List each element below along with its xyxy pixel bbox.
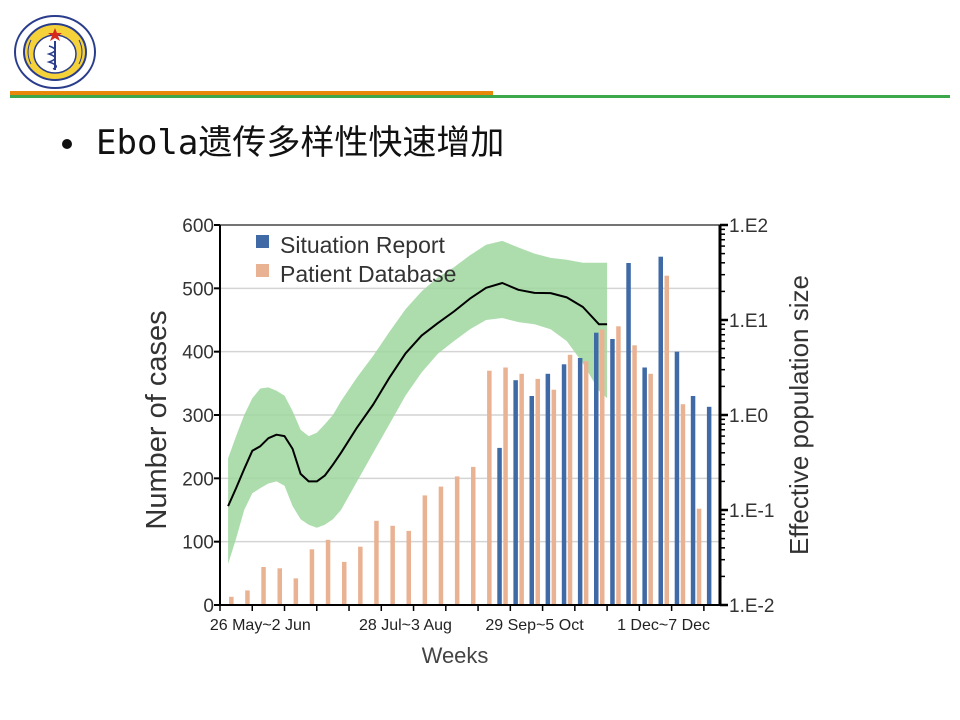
bar-patient-database	[503, 367, 508, 605]
bar-patient-database	[454, 476, 460, 605]
legend-label: Patient Database	[280, 261, 456, 287]
bar-situation-report	[529, 396, 534, 605]
bar-situation-report	[561, 364, 567, 605]
slide-title: Ebola遗传多样性快速增加	[96, 123, 505, 163]
bullet-point	[62, 139, 72, 149]
bar-patient-database	[342, 561, 347, 605]
bar-situation-report	[497, 447, 502, 605]
bar-situation-report	[545, 373, 551, 605]
bar-patient-database	[261, 567, 266, 605]
bar-patient-database	[535, 378, 540, 605]
bar-patient-database	[567, 354, 573, 605]
axes: 0 100 200 300 400 500 600 1.E-2 1.E-1 1.E0 1.E1 1.E…	[141, 216, 814, 668]
bar-patient-database	[390, 525, 395, 605]
y2-axis-title: Effective population size	[784, 275, 814, 555]
x-tick-label: 28 Jul~3 Aug	[359, 617, 452, 634]
y-tick-label: 400	[182, 343, 214, 364]
legend: Situation Report Patient Database	[256, 232, 456, 287]
bar-patient-database	[358, 546, 363, 605]
bar-patient-database	[471, 466, 476, 605]
median-line	[227, 282, 608, 507]
bar-situation-report	[594, 332, 599, 605]
bar-situation-report	[513, 380, 518, 605]
legend-swatch	[256, 235, 269, 248]
x-tick-label: 1 Dec~7 Dec	[617, 617, 710, 634]
bar-patient-database	[309, 549, 315, 605]
legend-swatch	[256, 264, 269, 277]
x-tick-label: 26 May~2 Jun	[210, 617, 311, 634]
bar-patient-database	[696, 508, 702, 605]
bar-patient-database	[245, 590, 250, 605]
bars	[229, 256, 712, 605]
bar-patient-database	[325, 539, 331, 605]
bar-patient-database	[551, 389, 557, 605]
y-tick-label: 600	[182, 216, 214, 237]
bar-patient-database	[293, 578, 299, 605]
y2-tick-label: 1.E-2	[729, 596, 774, 617]
bar-patient-database	[406, 530, 411, 605]
bar-situation-report	[610, 339, 615, 605]
bar-patient-database	[616, 326, 621, 605]
legend-label: Situation Report	[280, 232, 446, 258]
bar-patient-database	[583, 361, 589, 605]
header-rule-orange	[10, 91, 493, 95]
header-rule-green	[10, 95, 950, 98]
population-median	[227, 282, 608, 507]
bar-situation-report	[674, 351, 680, 605]
bar-patient-database	[487, 370, 492, 605]
y-tick-label: 500	[182, 279, 214, 300]
bar-patient-database	[680, 404, 686, 605]
academy-logo	[14, 15, 96, 89]
bar-patient-database	[519, 373, 524, 605]
y2-tick-label: 1.E0	[729, 406, 768, 427]
bar-patient-database	[374, 520, 379, 605]
bar-patient-database	[277, 568, 282, 605]
bar-situation-report	[706, 406, 712, 605]
y2-tick-label: 1.E2	[729, 216, 768, 237]
confidence-band	[228, 240, 608, 564]
bar-patient-database	[664, 275, 669, 605]
bar-situation-report	[626, 263, 631, 605]
bar-situation-report	[690, 396, 696, 605]
bar-patient-database	[632, 345, 637, 605]
bar-situation-report	[642, 367, 647, 605]
bar-situation-report	[577, 358, 583, 605]
bar-patient-database	[229, 596, 234, 605]
y-tick-label: 100	[182, 533, 214, 554]
bar-patient-database	[600, 329, 605, 605]
bar-patient-database	[422, 495, 428, 605]
y2-tick-label: 1.E-1	[729, 501, 774, 522]
bar-patient-database	[648, 373, 653, 605]
x-axis-title: Weeks	[422, 643, 489, 668]
y-tick-label: 0	[203, 596, 214, 617]
y-axis-title: Number of cases	[141, 310, 173, 529]
y-tick-label: 200	[182, 469, 214, 490]
y-tick-label: 300	[182, 406, 214, 427]
bar-situation-report	[658, 256, 663, 605]
bar-patient-database	[438, 486, 444, 605]
x-tick-label: 29 Sep~5 Oct	[485, 617, 584, 634]
y2-tick-label: 1.E1	[729, 311, 768, 332]
population-band	[228, 240, 608, 564]
